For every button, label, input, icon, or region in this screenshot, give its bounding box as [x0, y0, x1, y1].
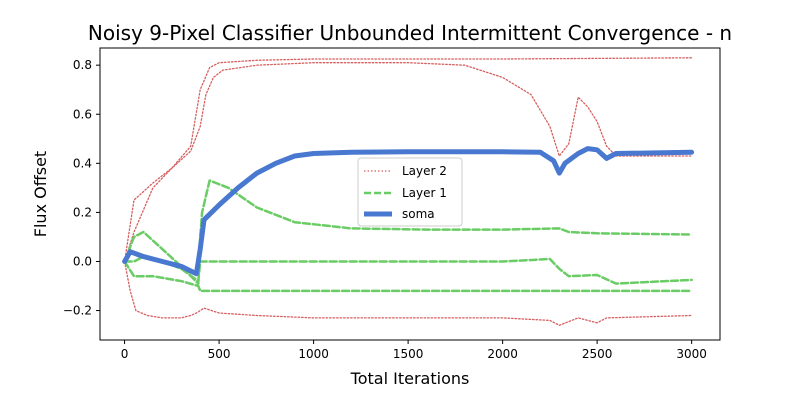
- plot-lines: [122, 57, 695, 326]
- legend-label-soma: soma: [402, 207, 435, 221]
- series-line-layer1-4: [123, 255, 693, 285]
- series-line-layer2-2: [123, 260, 693, 326]
- y-tick-label: 0.8: [73, 58, 92, 72]
- y-axis-label: Flux Offset: [31, 151, 50, 237]
- x-tick-label: 2500: [582, 347, 613, 361]
- x-tick-label: 500: [208, 347, 231, 361]
- plot-frame: [99, 47, 721, 341]
- x-tick-label: 2000: [487, 347, 518, 361]
- legend-label-layer2: Layer 2: [402, 164, 447, 178]
- x-tick-label: 1500: [393, 347, 424, 361]
- series-line-soma-6: [122, 146, 695, 277]
- x-tick-label: 0: [121, 347, 129, 361]
- series-line-layer2-0: [123, 57, 693, 263]
- y-tick-label: 0.6: [73, 107, 92, 121]
- y-tick-label: 0.0: [73, 254, 92, 268]
- legend-box: [357, 157, 463, 227]
- series-line-layer2-1: [123, 62, 693, 263]
- series-line-layer1-5: [123, 260, 693, 293]
- legend: Layer 2 Layer 1 soma: [357, 157, 463, 227]
- y-axis: −0.2 0.0 0.2 0.4 0.6 0.8: [63, 58, 100, 318]
- x-axis-label: Total Iterations: [350, 369, 470, 388]
- series-line-layer1-3: [123, 179, 693, 285]
- x-axis: 0 500 1000 1500 2000 2500 3000: [121, 340, 707, 361]
- chart-title: Noisy 9-Pixel Classifier Unbounded Inter…: [88, 21, 732, 45]
- y-tick-label: 0.2: [73, 205, 92, 219]
- y-tick-label: −0.2: [63, 304, 92, 318]
- y-tick-label: 0.4: [73, 156, 92, 170]
- x-tick-label: 3000: [676, 347, 707, 361]
- x-tick-label: 1000: [298, 347, 329, 361]
- legend-label-layer1: Layer 1: [402, 186, 447, 200]
